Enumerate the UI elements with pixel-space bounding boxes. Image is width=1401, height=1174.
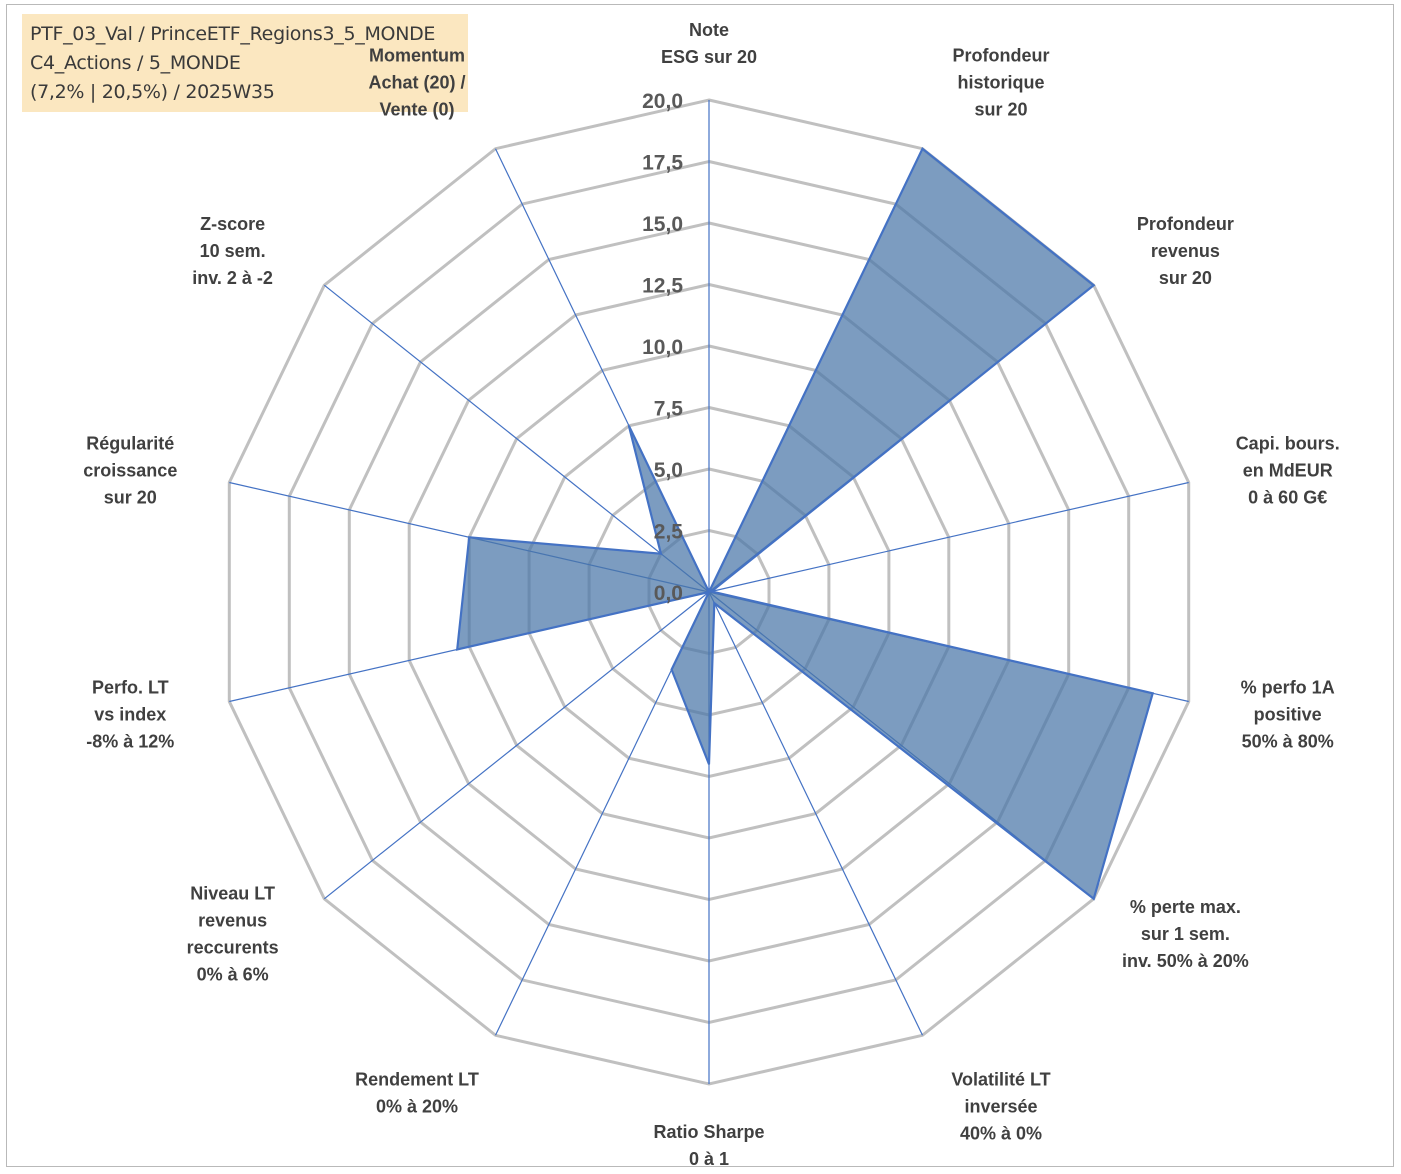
axis-label-line: Niveau LT xyxy=(190,884,275,904)
axis-label-line: 10 sem. xyxy=(200,241,266,261)
axis-label-line: positive xyxy=(1254,704,1322,724)
axis-label-line: Ratio Sharpe xyxy=(653,1122,764,1142)
tick-label: 20,0 xyxy=(642,90,683,113)
tick-label: 5,0 xyxy=(654,459,683,482)
axis-label-line: % perfo 1A xyxy=(1241,677,1335,697)
axis-label-11: Régularité croissance sur 20 xyxy=(83,434,177,508)
axis-label-3: Capi. bours. en MdEUR 0 à 60 G€ xyxy=(1236,434,1340,508)
axis-label-line: Profondeur xyxy=(1137,214,1234,234)
axis-label-line: historique xyxy=(957,73,1044,93)
data-point-7 xyxy=(708,763,710,765)
axis-label-5: % perte max. sur 1 sem. inv. 50% à 20% xyxy=(1122,897,1249,971)
axis-label-1: Profondeur historique sur 20 xyxy=(953,46,1050,120)
axis-label-10: Perfo. LT vs index -8% à 12% xyxy=(86,677,174,751)
data-point-4 xyxy=(1151,692,1154,695)
axis-label-line: Profondeur xyxy=(953,46,1050,66)
axis-label-line: revenus xyxy=(198,911,267,931)
axis-label-line: 0 à 1 xyxy=(689,1149,729,1169)
data-point-9 xyxy=(708,591,710,593)
axis-label-line: 0% à 6% xyxy=(197,965,269,985)
spoke-12 xyxy=(323,284,710,593)
axis-label-2: Profondeur revenus sur 20 xyxy=(1137,214,1234,288)
axis-label-0: Note ESG sur 20 xyxy=(661,20,757,67)
axis-labels: Note ESG sur 20 Profondeur historique sur 20… xyxy=(83,20,1339,1169)
data-point-3 xyxy=(710,590,713,593)
axis-label-line: -8% à 12% xyxy=(86,731,174,751)
axis-label-13: Momentum Achat (20) / Vente (0) xyxy=(368,46,465,120)
data-point-1 xyxy=(921,147,924,150)
data-point-13 xyxy=(628,425,630,427)
axis-label-line: 0 à 60 G€ xyxy=(1248,488,1327,508)
axis-label-12: Z-score 10 sem. inv. 2 à -2 xyxy=(192,214,273,288)
axis-label-line: vs index xyxy=(94,704,166,724)
tick-label: 0,0 xyxy=(654,582,683,605)
axis-label-line: inversée xyxy=(964,1097,1037,1117)
axis-label-line: 40% à 0% xyxy=(960,1124,1042,1144)
axis-label-line: Capi. bours. xyxy=(1236,434,1340,454)
axis-label-line: 0% à 20% xyxy=(376,1097,458,1117)
data-point-2 xyxy=(1092,284,1095,287)
axis-label-line: 50% à 80% xyxy=(1242,731,1334,751)
axis-label-line: Momentum xyxy=(369,46,465,66)
spoke-3 xyxy=(708,481,1189,593)
axis-label-line: inv. 2 à -2 xyxy=(192,268,273,288)
axis-label-line: sur 20 xyxy=(974,100,1027,120)
radar-series xyxy=(455,146,1155,901)
axis-label-line: sur 20 xyxy=(1159,268,1212,288)
axis-label-line: ESG sur 20 xyxy=(661,47,757,67)
spoke-6 xyxy=(708,591,924,1036)
axis-label-line: revenus xyxy=(1151,241,1220,261)
data-point-5 xyxy=(1092,898,1095,900)
tick-label: 10,0 xyxy=(642,336,683,359)
radial-tick-labels: 0,0 2,5 5,0 7,5 10,0 12,5 15,0 17,5 20,0 xyxy=(642,90,683,605)
axis-label-8: Rendement LT 0% à 20% xyxy=(355,1070,479,1117)
axis-label-line: Note xyxy=(689,20,729,40)
axis-label-line: reccurents xyxy=(187,938,279,958)
info-line-portfolio: PTF_03_Val / PrinceETF_Regions3_5_MONDE xyxy=(30,23,436,45)
axis-label-line: Z-score xyxy=(200,214,265,234)
tick-label: 2,5 xyxy=(654,521,684,544)
data-point-11 xyxy=(468,536,471,539)
axis-label-6: Volatilité LT inversée 40% à 0% xyxy=(951,1070,1050,1144)
axis-label-7: Ratio Sharpe 0 à 1 xyxy=(653,1122,764,1169)
axis-label-line: Régularité xyxy=(86,434,174,454)
axis-label-line: croissance xyxy=(83,461,177,481)
portfolio-info-box: PTF_03_Val / PrinceETF_Regions3_5_MONDE … xyxy=(22,14,468,112)
data-point-8 xyxy=(670,668,673,671)
axis-label-line: en MdEUR xyxy=(1243,461,1333,481)
axis-label-line: inv. 50% à 20% xyxy=(1122,951,1249,971)
tick-label: 7,5 xyxy=(654,398,684,421)
axis-label-line: Rendement LT xyxy=(355,1070,479,1090)
data-point-10 xyxy=(456,648,459,651)
axis-label-line: sur 20 xyxy=(104,488,157,508)
data-point-12 xyxy=(660,552,662,555)
axis-label-line: Vente (0) xyxy=(379,100,454,120)
tick-label: 12,5 xyxy=(642,275,683,298)
tick-label: 15,0 xyxy=(642,213,683,236)
axis-label-line: Volatilité LT xyxy=(951,1070,1050,1090)
info-line-category: C4_Actions / 5_MONDE xyxy=(30,52,241,74)
axis-label-line: Achat (20) / xyxy=(368,73,465,93)
axis-label-9: Niveau LT revenus reccurents 0% à 6% xyxy=(187,884,279,985)
data-point-6 xyxy=(713,602,716,604)
tick-label: 17,5 xyxy=(642,152,683,175)
axis-label-line: Perfo. LT xyxy=(92,677,169,697)
info-line-period: (7,2% | 20,5%) / 2025W35 xyxy=(30,81,275,103)
axis-label-4: % perfo 1A positive 50% à 80% xyxy=(1241,677,1335,751)
series-area-0 xyxy=(455,146,1155,901)
spoke-9 xyxy=(323,591,710,900)
axis-label-line: sur 1 sem. xyxy=(1141,924,1230,944)
axis-label-line: % perte max. xyxy=(1130,897,1241,917)
